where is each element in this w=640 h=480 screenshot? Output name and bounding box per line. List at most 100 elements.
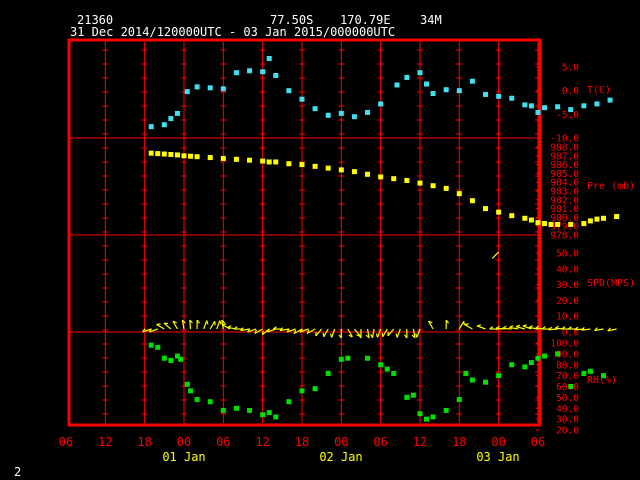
wind-barb [464, 323, 473, 330]
pres-point [404, 177, 410, 183]
temp-point [417, 70, 423, 76]
wind-barb [216, 320, 221, 330]
pres-panel-label: Pre (mb) [587, 181, 635, 192]
wind-barb [594, 328, 604, 332]
day-label: 03 Jan [476, 450, 519, 464]
rh-panel-label: RH(%) [587, 375, 617, 386]
wind-barb [306, 328, 316, 335]
wind-barb [428, 320, 434, 330]
y-tick-label: 0.0 [562, 328, 579, 339]
wind-barb [387, 328, 395, 337]
wind-barb [189, 319, 192, 330]
wind-barb [502, 327, 512, 330]
pres-point [509, 213, 515, 219]
rh-point [345, 355, 351, 361]
wind-barb-feather [348, 334, 353, 338]
pres-point [266, 159, 272, 165]
wind-barb [209, 320, 216, 330]
x-tick-label: 00 [177, 435, 191, 449]
rh-point [463, 370, 469, 376]
temp-point [299, 96, 305, 102]
x-tick-label: 12 [413, 435, 427, 449]
wind-barb-feather [548, 326, 553, 331]
pres-point [174, 152, 180, 158]
temp-point [535, 109, 541, 115]
x-tick-label: 06 [216, 435, 230, 449]
wind-barb [376, 328, 382, 338]
temp-point [607, 97, 613, 103]
wind-barb [142, 328, 152, 333]
temp-point [247, 68, 253, 74]
wind-barb-feather [148, 328, 153, 333]
page-number: 2 [14, 465, 22, 479]
wind-barb-feather [522, 324, 527, 327]
wind-barb [323, 328, 329, 338]
y-tick-label: -10.0 [550, 134, 579, 145]
rh-point [522, 364, 528, 370]
temp-point [469, 78, 475, 84]
wind-barb [476, 325, 486, 330]
pres-point [260, 158, 266, 164]
temp-point [378, 101, 384, 107]
rh-point [384, 366, 390, 372]
pres-point [568, 221, 574, 227]
rh-point [417, 411, 423, 417]
wind-barb-feather [266, 328, 270, 333]
temp-point [424, 81, 430, 87]
rh-point [247, 407, 253, 413]
wind-barb-feather [476, 324, 482, 327]
wind-barb-feather [189, 319, 193, 324]
pres-point [542, 221, 548, 227]
wind-barb-feather [221, 319, 226, 324]
wind-barb-feather [395, 333, 398, 338]
temp-point [581, 103, 587, 109]
rh-point [542, 353, 548, 359]
y-tick-label: 984.0 [550, 178, 579, 189]
wind-barb [247, 328, 257, 333]
wind-barb [331, 328, 336, 338]
pres-point [299, 162, 305, 168]
pres-point [417, 180, 423, 186]
wind-barb [286, 328, 296, 333]
temp-point [266, 55, 272, 61]
temp-point [522, 102, 528, 108]
wind-barb-feather [338, 334, 342, 339]
temp-point [404, 74, 410, 80]
rh-point [443, 407, 449, 413]
y-tick-label: 0.0 [562, 86, 579, 97]
wind-barb-feather [528, 325, 533, 328]
temp-point [220, 86, 226, 92]
temp-point [483, 91, 489, 97]
rh-point [365, 355, 371, 361]
wind-barb-feather [182, 319, 186, 324]
pres-point [587, 218, 593, 224]
pres-point [456, 191, 462, 197]
wind-barb [299, 328, 309, 333]
wind-barb-feather [227, 325, 232, 328]
y-tick-label: 986.0 [550, 160, 579, 171]
rh-point [483, 379, 489, 385]
temp-point [286, 88, 292, 94]
wind-barb [548, 328, 558, 331]
wind-barb-feather [172, 320, 177, 324]
temp-point [509, 95, 515, 101]
wind-barb-feather [403, 334, 408, 339]
wind-barb-feather [272, 326, 277, 330]
temp-point [168, 116, 174, 122]
rh-point [312, 386, 318, 392]
temp-point [430, 91, 436, 97]
wind-barb [149, 328, 158, 333]
wind-panel-label: SPD(MPS) [587, 278, 635, 289]
rh-point [430, 414, 436, 420]
rh-point [220, 407, 226, 413]
y-tick-label: 5.0 [562, 63, 579, 74]
pres-point [469, 198, 475, 204]
wind-barb [156, 323, 165, 330]
wind-barb-feather [428, 320, 433, 324]
pres-point [168, 151, 174, 157]
rh-point [194, 397, 200, 403]
rh-point [391, 370, 397, 376]
wind-barb-feather [489, 326, 494, 330]
y-tick-label: 20.0 [556, 296, 579, 307]
pres-point [325, 165, 331, 171]
